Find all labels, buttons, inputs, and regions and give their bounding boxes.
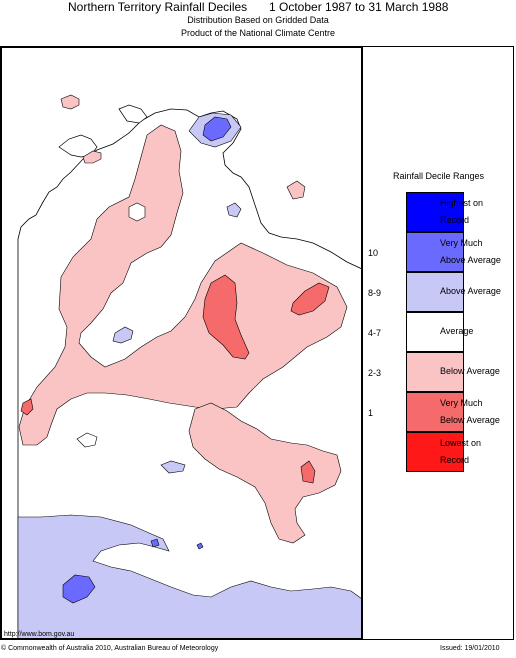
map-title: Northern Territory Rainfall Deciles: [68, 0, 248, 14]
legend-label-below: Below Average: [440, 366, 500, 376]
below-average-region-north: [18, 124, 348, 446]
legend-decile-10: 10: [368, 248, 379, 258]
map-period: 1 October 1987 to 31 March 1988: [269, 0, 449, 14]
footer-copyright: © Commonwealth of Australia 2010, Austra…: [1, 645, 219, 652]
legend-swatch-very-much-below: [406, 392, 464, 432]
legend-label-very-much-above: Very Much Above Average: [440, 238, 501, 265]
legend-swatch-below: [406, 352, 464, 392]
below-average-region-south: [188, 402, 342, 544]
footer-url[interactable]: http://www.bom.gov.au: [4, 631, 75, 638]
legend-label-average: Average: [440, 326, 474, 336]
legend-swatch-highest: [406, 192, 464, 232]
legend-swatch-average: [406, 312, 464, 352]
legend-swatch-lowest: [406, 432, 464, 472]
legend-label-highest: Highest on Record: [440, 198, 484, 225]
legend-decile-2-3: 2-3: [368, 368, 382, 378]
legend-swatch-very-much-above: [406, 232, 464, 272]
legend-title: Rainfall Decile Ranges: [392, 171, 485, 181]
footer-issued-date: Issued: 19/01/2010: [440, 645, 500, 652]
rainfall-decile-map: [1, 47, 362, 639]
map-subtitle-distribution: Distribution Based on Gridded Data: [187, 15, 329, 25]
legend-decile-8-9: 8-9: [368, 288, 382, 298]
legend-label-above: Above Average: [440, 286, 501, 296]
legend-decile-1: 1: [368, 408, 374, 418]
legend-divider: [362, 46, 363, 640]
above-average-region-south: [17, 514, 362, 639]
legend-label-very-much-below: Very Much Below Average: [440, 398, 500, 425]
legend-decile-4-7: 4-7: [368, 328, 382, 338]
map-title-row: Northern Territory Rainfall Deciles 1 Oc…: [0, 0, 516, 14]
very-much-above-average-region: [202, 116, 232, 142]
legend-label-lowest: Lowest on Record: [440, 438, 482, 465]
map-subtitle-product: Product of the National Climate Centre: [180, 28, 336, 38]
legend-swatch-above: [406, 272, 464, 312]
map-frame: [0, 46, 514, 640]
very-much-below-average-region: [202, 274, 250, 360]
